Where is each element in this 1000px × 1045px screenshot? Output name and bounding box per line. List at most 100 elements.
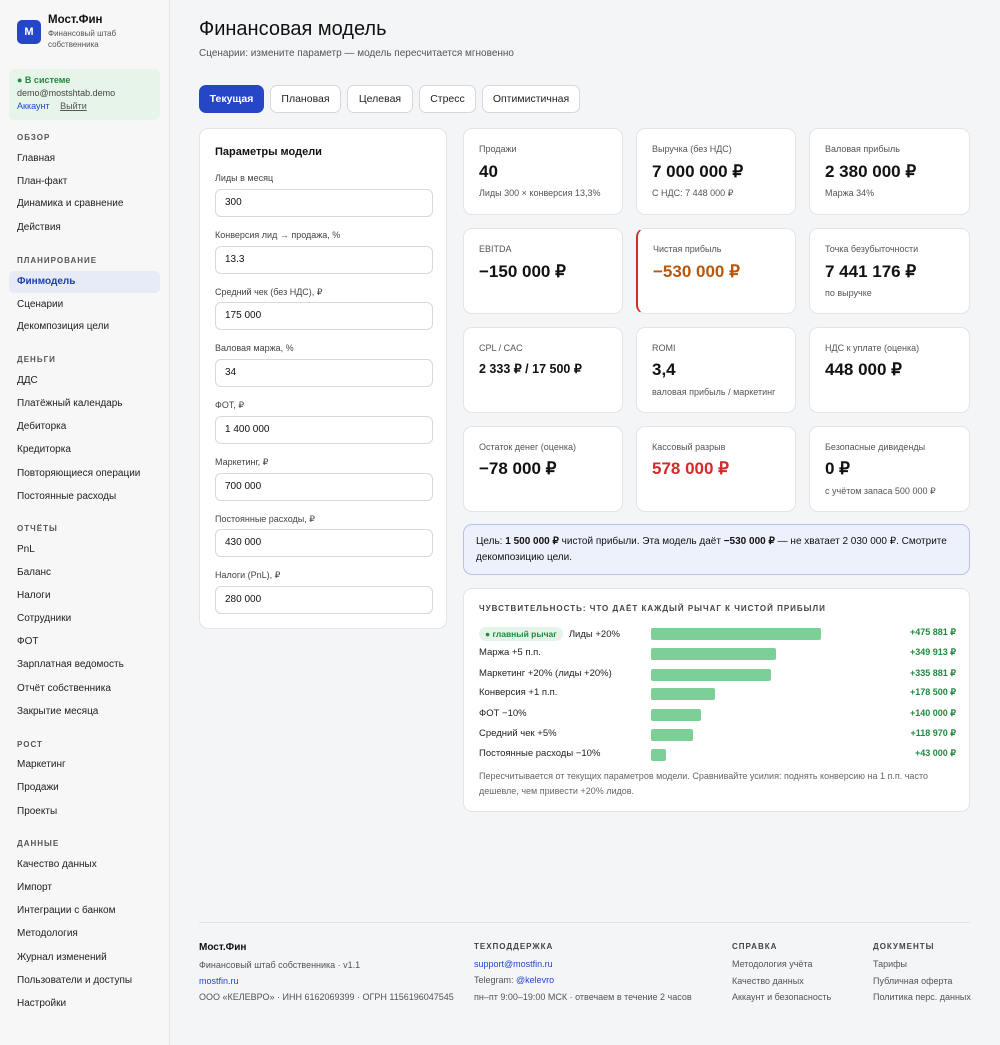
help-link-methodology[interactable]: Методология учёта <box>732 959 813 969</box>
metric-card-ebitda: EBITDA −150 000 ₽ <box>463 228 623 314</box>
nav-item-settings[interactable]: Настройки <box>17 998 67 1009</box>
nav-item-bank-integrations[interactable]: Интеграции с банком <box>17 905 116 916</box>
sensitivity-bar <box>651 648 776 660</box>
docs-link-privacy[interactable]: Политика перс. данных <box>873 992 971 1002</box>
metric-value: 448 000 ₽ <box>825 360 902 379</box>
sensitivity-value: +475 881 ₽ <box>909 627 956 637</box>
goal-text: — не хватает 2 030 000 ₽. Смотрите деком… <box>476 536 947 563</box>
nav-item-payroll-sheet[interactable]: Зарплатная ведомость <box>17 659 124 670</box>
tab-planned[interactable]: Плановая <box>270 85 341 113</box>
goal-text: чистой прибыли. Эта модель даёт <box>558 536 724 547</box>
nav-item-recurring[interactable]: Повторяющиеся операции <box>17 468 141 479</box>
nav-item-plan-fact[interactable]: План-факт <box>17 176 68 187</box>
nav-item-receivables[interactable]: Дебиторка <box>17 421 67 432</box>
tab-stress[interactable]: Стресс <box>419 85 476 113</box>
nav-item-scenarios[interactable]: Сценарии <box>17 299 64 310</box>
sensitivity-value: +43 000 ₽ <box>914 748 956 758</box>
nav-title: ДАННЫЕ <box>17 839 60 848</box>
nav-item-payroll-fund[interactable]: ФОТ <box>17 636 39 647</box>
nav-item-projects[interactable]: Проекты <box>17 806 58 817</box>
tab-target[interactable]: Целевая <box>347 85 413 113</box>
nav-item-employees[interactable]: Сотрудники <box>17 613 72 624</box>
tab-optimistic[interactable]: Оптимистичная <box>482 85 580 113</box>
sensitivity-label: Маркетинг +20% (лиды +20%) <box>479 668 612 679</box>
nav-item-users-access[interactable]: Пользователи и доступы <box>17 975 133 986</box>
field-label: Валовая маржа, % <box>215 343 294 353</box>
nav-item-home[interactable]: Главная <box>17 153 56 164</box>
nav-item-changelog[interactable]: Журнал изменений <box>17 952 107 963</box>
nav-item-payment-calendar[interactable]: Платёжный календарь <box>17 398 123 409</box>
metric-value: 7 441 176 ₽ <box>825 262 917 281</box>
marketing-input[interactable]: 700 000 <box>215 473 433 501</box>
gross-margin-input[interactable]: 34 <box>215 359 433 387</box>
metric-card-gross-profit: Валовая прибыль 2 380 000 ₽ Маржа 34% <box>809 128 970 215</box>
sensitivity-bar <box>651 669 771 681</box>
conversion-input[interactable]: 13.3 <box>215 246 433 274</box>
nav-item-goal-decomposition[interactable]: Декомпозиция цели <box>17 321 110 332</box>
metric-label: Чистая прибыль <box>653 244 722 254</box>
help-link-account-security[interactable]: Аккаунт и безопасность <box>732 992 832 1002</box>
avg-check-input[interactable]: 175 000 <box>215 302 433 330</box>
nav-item-balance[interactable]: Баланс <box>17 567 52 578</box>
nav-item-fixed-costs[interactable]: Постоянные расходы <box>17 491 117 502</box>
nav-item-methodology[interactable]: Методология <box>17 928 78 939</box>
nav-item-data-quality[interactable]: Качество данных <box>17 859 97 870</box>
support-email-link[interactable]: support@mostfin.ru <box>474 959 553 969</box>
nav-item-marketing[interactable]: Маркетинг <box>17 759 66 770</box>
sensitivity-value: +178 500 ₽ <box>909 687 956 697</box>
docs-link-pricing[interactable]: Тарифы <box>873 959 908 969</box>
nav-item-sales[interactable]: Продажи <box>17 782 59 793</box>
footer-brand: Мост.Фин <box>199 942 247 953</box>
fixed-costs-input[interactable]: 430 000 <box>215 529 433 557</box>
field-label: ФОТ, ₽ <box>215 400 245 410</box>
metric-card-cash-gap: Кассовый разрыв 578 000 ₽ <box>636 426 796 512</box>
nav-item-dds[interactable]: ДДС <box>17 375 38 386</box>
leads-input[interactable]: 300 <box>215 189 433 217</box>
params-card: Параметры модели Лиды в месяц 300 Конвер… <box>199 128 447 629</box>
sensitivity-label: Лиды +20% <box>568 629 620 640</box>
sensitivity-row: Маржа +5 п.п. +349 913 ₽ <box>479 644 956 662</box>
docs-link-offer[interactable]: Публичная оферта <box>873 976 953 986</box>
metric-label: Кассовый разрыв <box>652 442 726 452</box>
tab-current[interactable]: Текущая <box>199 85 264 113</box>
nav-item-payables[interactable]: Кредиторка <box>17 444 71 455</box>
nav-item-dynamics[interactable]: Динамика и сравнение <box>17 198 124 209</box>
nav-title: ОБЗОР <box>17 133 51 142</box>
metric-sub: с учётом запаса 500 000 ₽ <box>825 486 936 496</box>
account-link[interactable]: Аккаунт <box>17 101 50 111</box>
metric-sub: валовая прибыль / маркетинг <box>652 387 776 397</box>
help-link-data-quality[interactable]: Качество данных <box>732 976 804 986</box>
nav-item-import[interactable]: Импорт <box>17 882 52 893</box>
telegram-link[interactable]: @kelevro <box>516 975 555 985</box>
brand[interactable]: M Мост.Фин Финансовый штаб собственника <box>17 14 128 50</box>
footer-site-link[interactable]: mostfin.ru <box>199 976 239 986</box>
nav-title: ПЛАНИРОВАНИЕ <box>17 256 98 265</box>
footer-tagline: Финансовый штаб собственника · v1.1 <box>199 960 361 970</box>
metric-value: −530 000 ₽ <box>653 262 740 281</box>
logout-link[interactable]: Выйти <box>60 101 87 111</box>
sensitivity-value: +140 000 ₽ <box>909 708 956 718</box>
sensitivity-value: +349 913 ₽ <box>909 647 956 657</box>
sensitivity-card: ЧУВСТВИТЕЛЬНОСТЬ: ЧТО ДАЁТ КАЖДЫЙ РЫЧАГ … <box>463 588 970 812</box>
nav-item-taxes[interactable]: Налоги <box>17 590 51 601</box>
metric-card-cpl-cac: CPL / CAC 2 333 ₽ / 17 500 ₽ <box>463 327 623 413</box>
goal-result: −530 000 ₽ <box>723 536 775 547</box>
sidebar: M Мост.Фин Финансовый штаб собственника … <box>0 0 170 1045</box>
sensitivity-bar <box>651 729 693 741</box>
nav-item-owner-report[interactable]: Отчёт собственника <box>17 683 111 694</box>
taxes-input[interactable]: 280 000 <box>215 586 433 614</box>
metric-value: 7 000 000 ₽ <box>652 162 744 181</box>
sensitivity-label: Конверсия +1 п.п. <box>479 687 558 698</box>
nav-item-pnl[interactable]: PnL <box>17 544 35 555</box>
nav-item-actions[interactable]: Действия <box>17 222 61 233</box>
payroll-input[interactable]: 1 400 000 <box>215 416 433 444</box>
metric-label: ROMI <box>652 343 676 353</box>
nav-item-month-close[interactable]: Закрытие месяца <box>17 706 99 717</box>
sensitivity-row: ● главный рычаг Лиды +20% +475 881 ₽ <box>479 624 956 642</box>
goal-banner: Цель: 1 500 000 ₽ чистой прибыли. Эта мо… <box>463 524 970 575</box>
sensitivity-label: Средний чек +5% <box>479 728 557 739</box>
metric-card-romi: ROMI 3,4 валовая прибыль / маркетинг <box>636 327 796 413</box>
metric-card-sales: Продажи 40 Лиды 300 × конверсия 13,3% <box>463 128 623 215</box>
metric-value: −78 000 ₽ <box>479 459 557 478</box>
nav-item-finmodel[interactable]: Финмодель <box>9 271 160 293</box>
